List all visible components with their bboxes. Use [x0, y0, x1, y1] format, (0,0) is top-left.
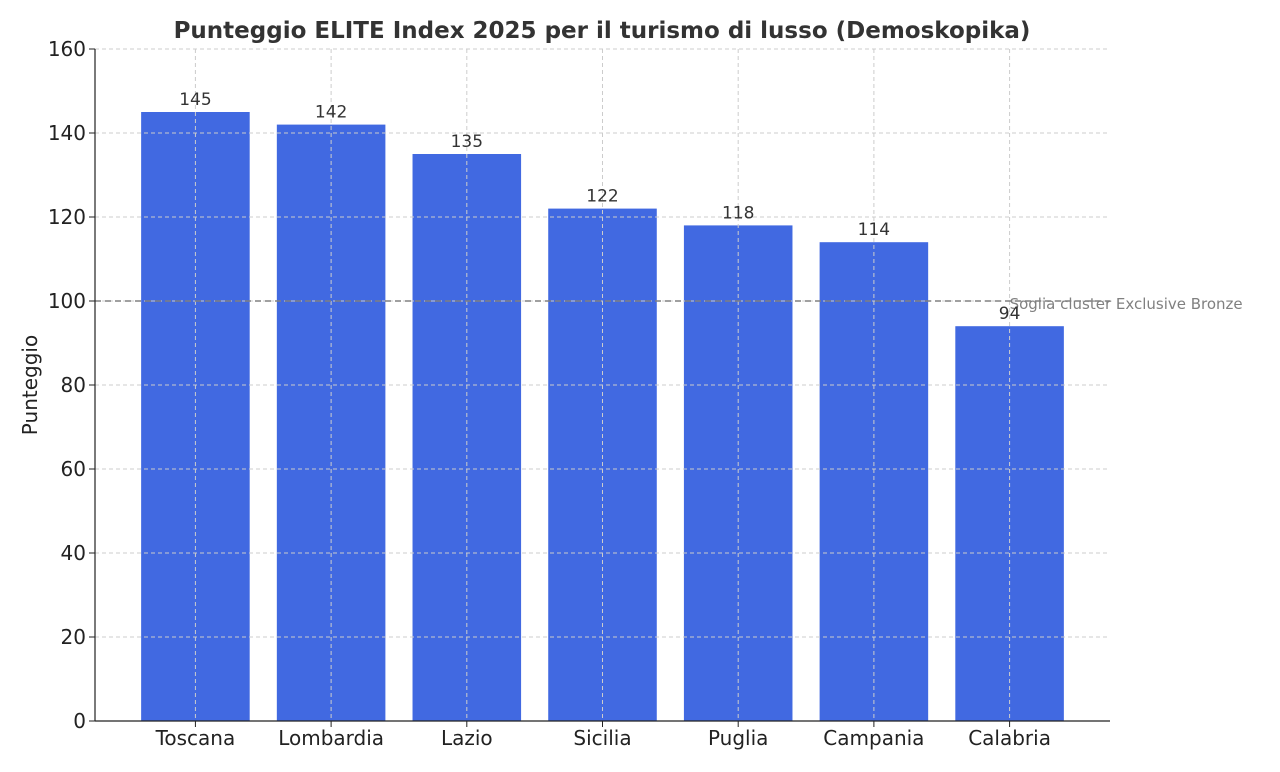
x-tick-label: Toscana — [155, 726, 236, 750]
threshold-label: Soglia cluster Exclusive Bronze — [1010, 295, 1243, 313]
x-tick-label: Calabria — [968, 726, 1051, 750]
x-tick-label: Sicilia — [573, 726, 631, 750]
y-tick-label: 80 — [61, 373, 86, 397]
data-label: 118 — [722, 203, 754, 223]
chart-title: Punteggio ELITE Index 2025 per il turism… — [174, 18, 1031, 44]
x-tick-label: Campania — [823, 726, 924, 750]
y-tick-label: 60 — [61, 457, 86, 481]
y-tick-label: 100 — [48, 289, 86, 313]
data-label: 122 — [586, 187, 618, 207]
data-label: 114 — [858, 220, 890, 240]
y-tick-label: 140 — [48, 121, 86, 145]
x-tick-label: Puglia — [708, 726, 768, 750]
y-tick-label: 120 — [48, 205, 86, 229]
y-tick-label: 160 — [48, 37, 86, 61]
data-label: 135 — [451, 132, 483, 152]
x-tick-label: Lombardia — [278, 726, 384, 750]
bar-campania — [819, 242, 929, 721]
data-label: 142 — [315, 103, 347, 123]
x-tick-label: Lazio — [441, 726, 493, 750]
y-tick-label: 20 — [61, 625, 86, 649]
data-label: 145 — [179, 90, 211, 110]
y-axis-label: Punteggio — [18, 335, 42, 435]
y-tick-label: 0 — [73, 709, 86, 733]
y-tick-label: 40 — [61, 541, 86, 565]
data-label: 94 — [999, 304, 1021, 324]
